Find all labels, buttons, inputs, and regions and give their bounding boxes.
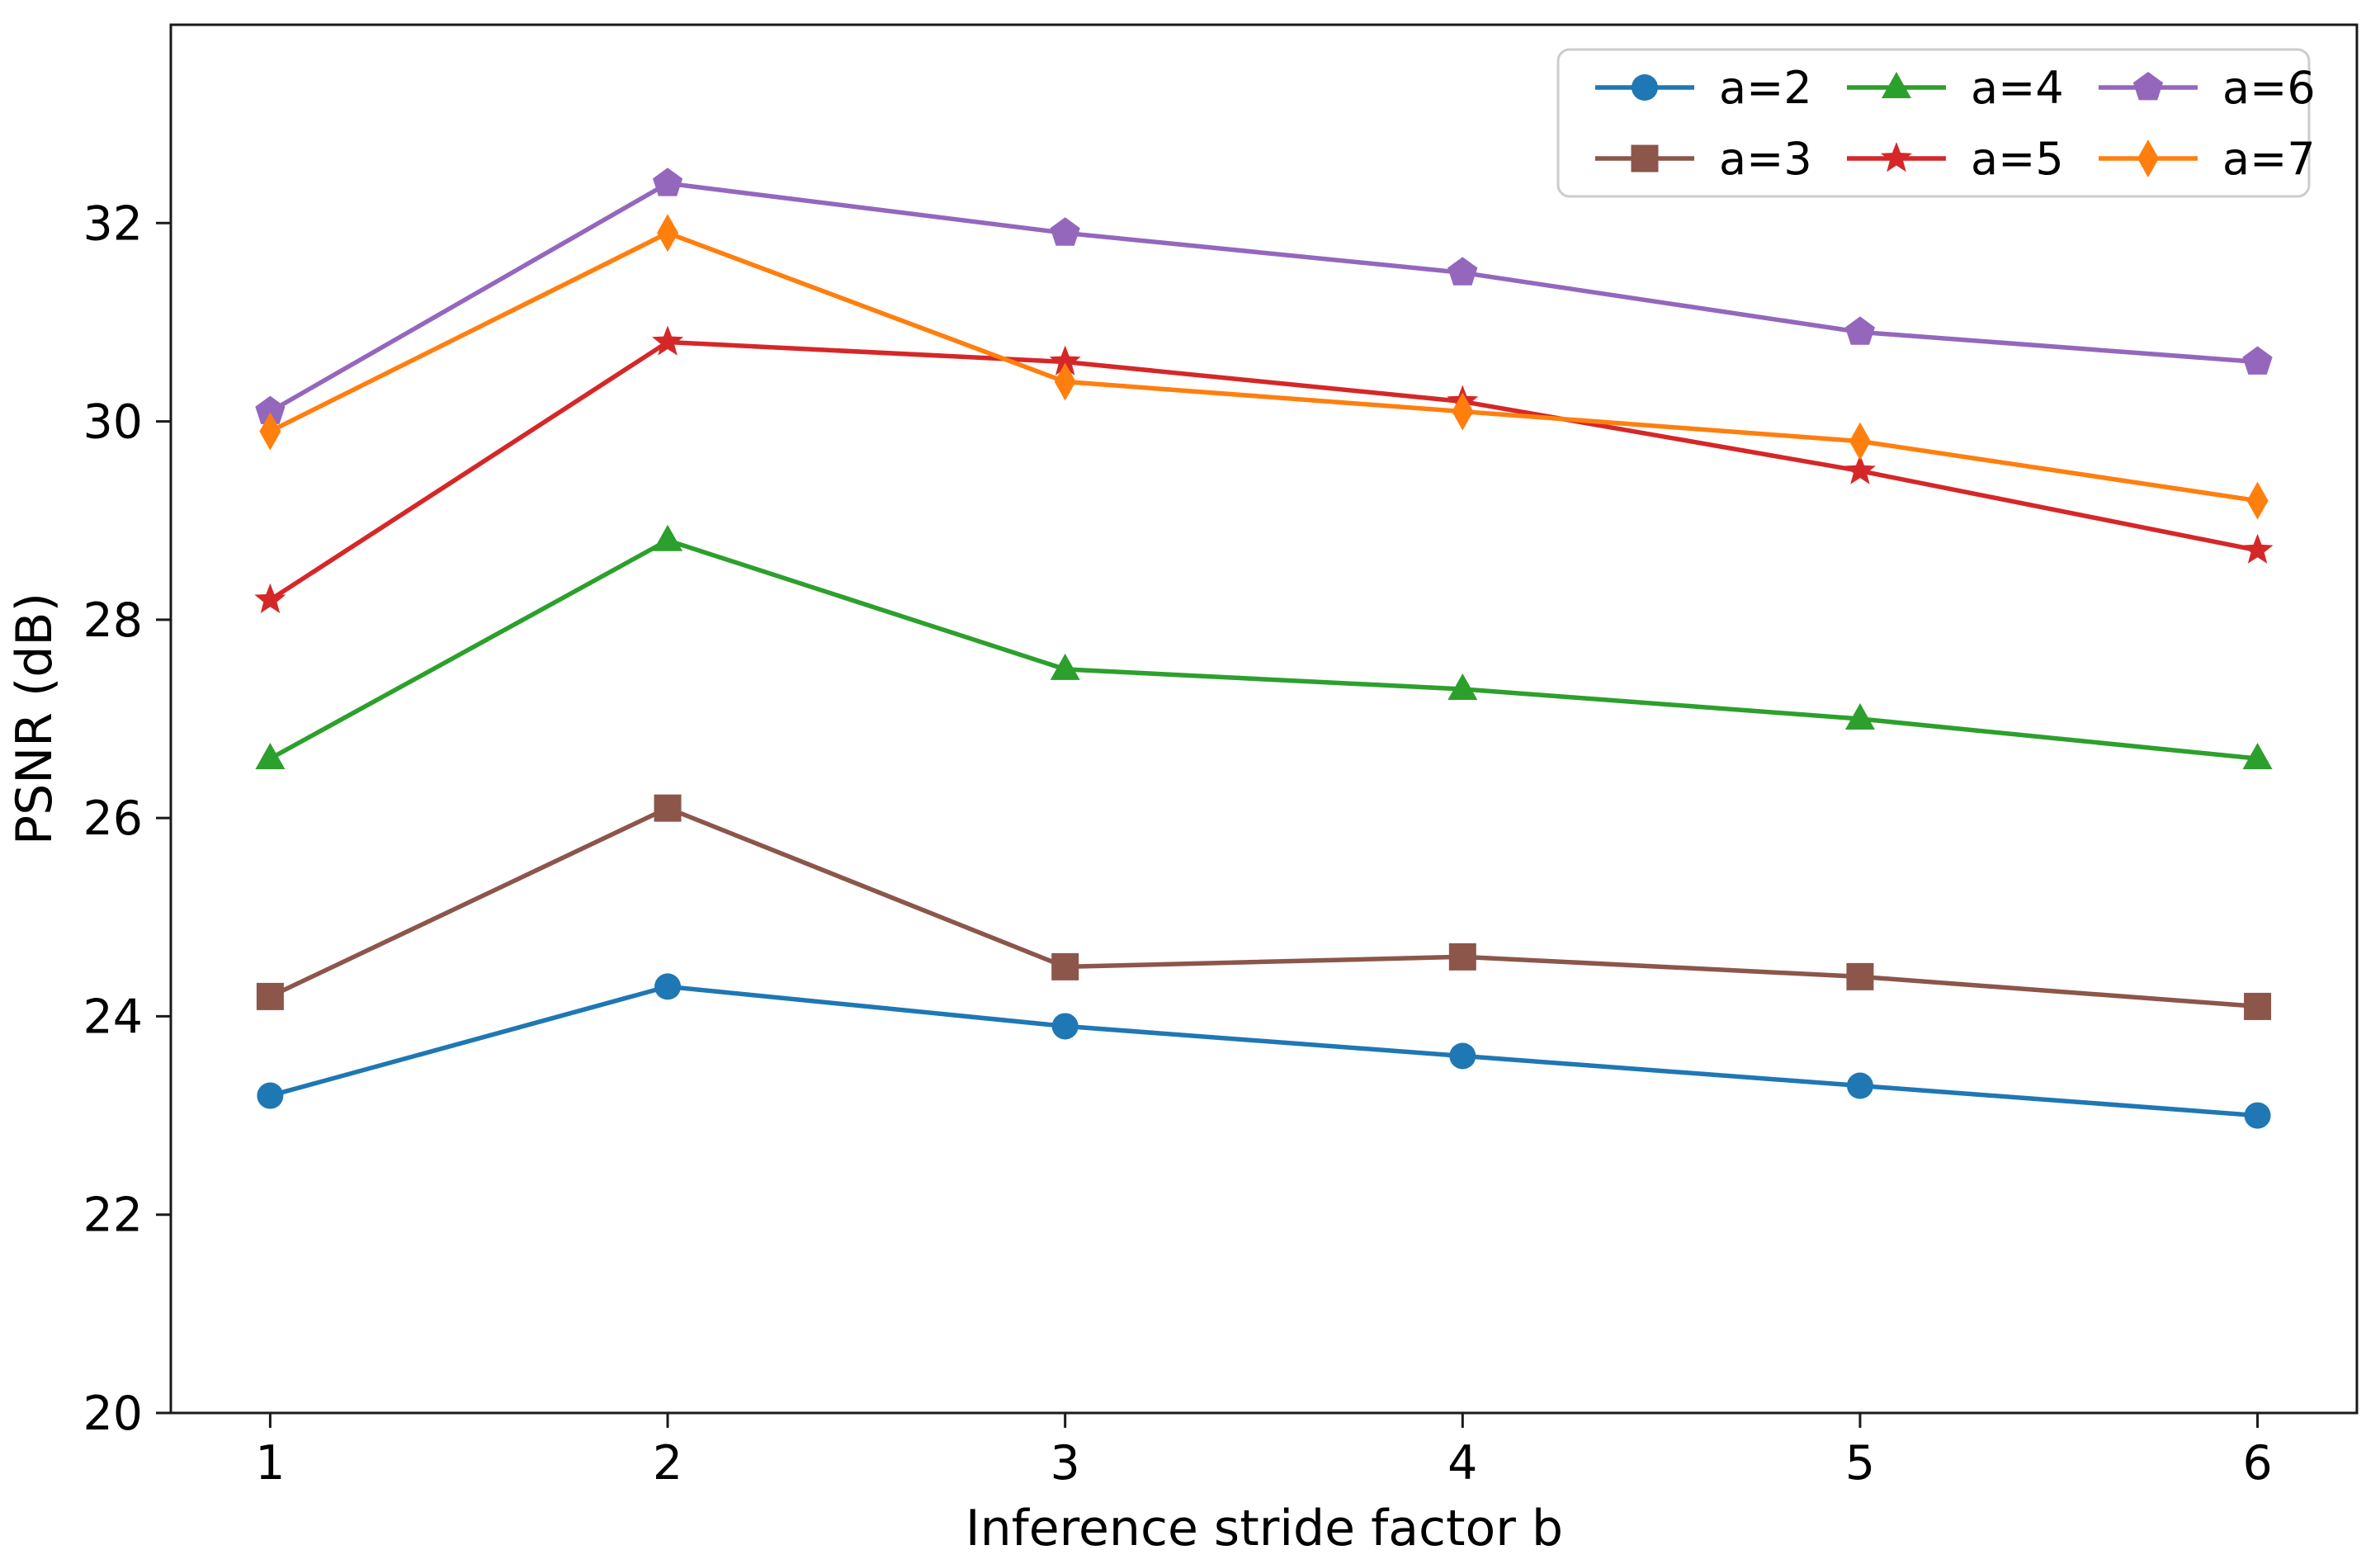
- triangle-up-marker-a-4: [2242, 743, 2273, 770]
- y-tick-label: 32: [83, 196, 143, 251]
- pentagon-marker-a-6: [255, 395, 286, 424]
- triangle-up-marker-a-4: [653, 524, 683, 551]
- legend-label-a-6: a=6: [2222, 62, 2316, 114]
- square-marker-a-3: [256, 982, 284, 1010]
- legend-entry-a-2: a=2: [1595, 62, 1812, 114]
- plot-spines: [169, 23, 2359, 1415]
- x-tick-label: 4: [1447, 1436, 1477, 1491]
- circle-marker-legend-a-2: [1632, 74, 1658, 101]
- pentagon-marker-legend-a-6: [2132, 72, 2164, 101]
- y-tick-label: 20: [83, 1387, 143, 1441]
- thin-diamond-marker-a-7: [259, 412, 281, 451]
- line-a-5: [268, 339, 2259, 602]
- legend: a=2 a=3 a=4 a=5 a=6 a=7: [1556, 48, 2316, 198]
- y-tick-label: 22: [83, 1188, 143, 1243]
- legend-label-a-2: a=2: [1719, 62, 1812, 114]
- circle-marker-a-2: [257, 1082, 284, 1109]
- x-tick-label: 5: [1845, 1436, 1875, 1491]
- square-marker-a-3: [2244, 992, 2272, 1020]
- legend-entry-a-6: a=6: [2099, 62, 2316, 114]
- star-marker-a-5: [254, 583, 286, 613]
- triangle-up-marker-legend-a-4: [1882, 72, 1911, 98]
- star-marker-a-5: [1049, 345, 1081, 376]
- square-marker-a-3: [1448, 943, 1476, 971]
- triangle-up-marker-a-4: [1844, 703, 1875, 730]
- pentagon-marker-a-6: [1050, 217, 1080, 246]
- thin-diamond-marker-a-7: [1452, 392, 1474, 431]
- thin-diamond-marker-a-7: [1054, 362, 1076, 401]
- legend-label-a-7: a=7: [2222, 133, 2316, 185]
- legend-entry-a-5: a=5: [1847, 133, 2064, 185]
- y-axis-title: PSNR (dB): [6, 593, 64, 845]
- plot-area: 20 22 24 26 28 30 32 1 2 3 4 5 6: [83, 23, 2359, 1491]
- triangle-up-marker-a-4: [255, 743, 286, 770]
- legend-box: [1556, 48, 2311, 198]
- x-tick-label: 1: [255, 1436, 285, 1491]
- legend-label-a-3: a=3: [1719, 133, 1812, 185]
- star-marker-a-5: [1844, 454, 1876, 484]
- circle-marker-a-2: [1449, 1042, 1476, 1070]
- star-marker-a-5: [652, 325, 684, 356]
- pentagon-marker-a-6: [2242, 346, 2273, 375]
- legend-entry-a-4: a=4: [1847, 62, 2064, 114]
- square-marker-legend-a-3: [1631, 144, 1659, 172]
- line-a-3: [269, 806, 2258, 1009]
- triangle-up-marker-a-4: [1050, 653, 1080, 680]
- pentagon-marker-a-6: [1844, 316, 1875, 345]
- y-tick-label: 30: [83, 395, 143, 450]
- line-a-6: [269, 181, 2258, 413]
- legend-label-a-5: a=5: [1971, 133, 2064, 185]
- x-tick-label: 2: [653, 1436, 682, 1491]
- legend-entry-a-3: a=3: [1595, 133, 1812, 185]
- pentagon-marker-a-6: [653, 168, 683, 196]
- star-marker-legend-a-5: [1881, 142, 1912, 172]
- square-marker-a-3: [1846, 962, 1874, 990]
- pentagon-marker-a-6: [1447, 257, 1478, 286]
- legend-entry-a-7: a=7: [2099, 133, 2316, 185]
- y-tick-label: 24: [83, 990, 143, 1044]
- x-tick-label: 3: [1051, 1436, 1080, 1491]
- star-marker-a-5: [2241, 533, 2274, 564]
- thin-diamond-marker-a-7: [657, 214, 679, 253]
- circle-marker-a-2: [1051, 1013, 1079, 1040]
- thin-diamond-marker-a-7: [1849, 422, 1871, 461]
- square-marker-a-3: [654, 794, 682, 822]
- triangle-up-marker-a-4: [1447, 673, 1478, 700]
- thin-diamond-marker-a-7: [2246, 481, 2269, 520]
- thin-diamond-marker-legend-a-7: [2137, 139, 2159, 177]
- y-tick-label: 28: [83, 593, 143, 648]
- line-a-2: [269, 984, 2258, 1118]
- x-tick-label: 6: [2242, 1436, 2272, 1491]
- circle-marker-a-2: [1846, 1072, 1873, 1099]
- line-a-7: [269, 230, 2259, 503]
- x-axis-title: Inference stride factor b: [966, 1500, 1563, 1557]
- circle-marker-a-2: [2244, 1102, 2271, 1129]
- legend-label-a-4: a=4: [1971, 62, 2064, 114]
- y-tick-label: 26: [83, 791, 143, 846]
- circle-marker-a-2: [654, 973, 682, 1000]
- square-marker-a-3: [1051, 952, 1079, 980]
- line-a-4: [269, 537, 2258, 761]
